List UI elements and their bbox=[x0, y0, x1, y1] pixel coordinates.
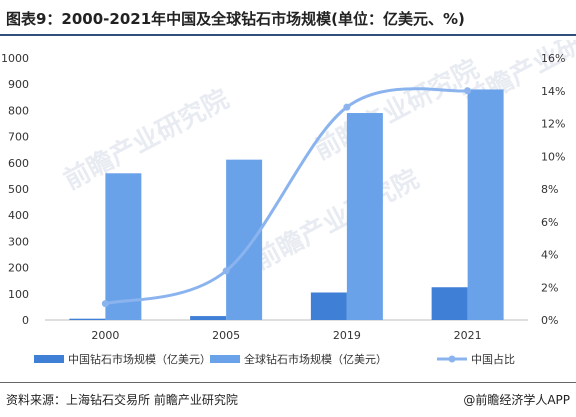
bar-global-market bbox=[346, 113, 383, 321]
y-tick-label: 400 bbox=[8, 209, 29, 222]
legend-swatch bbox=[34, 355, 64, 363]
china-share-point bbox=[343, 103, 351, 111]
y2-tick-label: 0% bbox=[541, 314, 558, 327]
y2-tick-label: 10% bbox=[541, 150, 565, 163]
bar-china-market bbox=[69, 318, 106, 320]
y2-tick-label: 8% bbox=[541, 183, 558, 196]
legend: 中国钻石市场规模（亿美元） 全球钻石市场规模（亿美元） 中国占比 bbox=[34, 352, 515, 366]
y-tick-label: 900 bbox=[8, 78, 29, 91]
bar-china-market bbox=[310, 292, 347, 320]
china-share-point bbox=[222, 267, 230, 275]
bar-global-market bbox=[467, 89, 504, 320]
china-share-point bbox=[464, 87, 472, 95]
watermark-text: 前瞻产业研究院 bbox=[59, 83, 234, 196]
x-tick-label: 2021 bbox=[454, 329, 482, 342]
y2-tick-label: 6% bbox=[541, 216, 558, 229]
watermark-text: 前瞻产业研究院 bbox=[309, 53, 484, 166]
y2-tick-label: 16% bbox=[541, 52, 565, 65]
bars bbox=[69, 89, 504, 321]
y-tick-label: 200 bbox=[8, 262, 29, 275]
line-series bbox=[101, 87, 472, 308]
china-share-point bbox=[101, 300, 109, 308]
watermark-text: 前瞻产业研究院 bbox=[249, 163, 424, 276]
x-tick-label: 2000 bbox=[91, 329, 119, 342]
y2-tick-label: 2% bbox=[541, 281, 558, 294]
legend-swatch bbox=[210, 355, 240, 363]
credit-text: @前瞻经济学人APP bbox=[463, 393, 570, 407]
source-note: 资料来源：上海钻石交易所 前瞻产业研究院 bbox=[6, 393, 238, 407]
legend-label: 全球钻石市场规模（亿美元） bbox=[244, 352, 387, 366]
y-tick-label: 500 bbox=[8, 183, 29, 196]
x-tick-label: 2019 bbox=[333, 329, 361, 342]
bar-global-market bbox=[105, 173, 142, 320]
legend-label: 中国钻石市场规模（亿美元） bbox=[68, 352, 211, 366]
y2-tick-label: 12% bbox=[541, 118, 565, 131]
y-tick-label: 600 bbox=[8, 157, 29, 170]
y2-tick-label: 4% bbox=[541, 249, 558, 262]
y-tick-label: 1000 bbox=[1, 52, 29, 65]
y2-tick-label: 14% bbox=[541, 85, 565, 98]
bar-china-market bbox=[190, 316, 227, 320]
axes: 0 100 200 300 400 500 600 700 800 900 1000 0% 2% 4% 6%… bbox=[1, 52, 565, 342]
y-tick-label: 100 bbox=[8, 288, 29, 301]
y-tick-label: 300 bbox=[8, 235, 29, 248]
footer-divider bbox=[0, 382, 576, 383]
china-share-line bbox=[104, 87, 468, 306]
credit: @前瞻经济学人APP bbox=[463, 391, 570, 408]
y-tick-label: 700 bbox=[8, 131, 29, 144]
footer: 资料来源：上海钻石交易所 前瞻产业研究院 @前瞻经济学人APP bbox=[0, 382, 576, 417]
title-divider bbox=[0, 34, 576, 36]
y-tick-label: 0 bbox=[22, 314, 29, 327]
x-tick-label: 2005 bbox=[212, 329, 240, 342]
legend-label: 中国占比 bbox=[471, 352, 515, 366]
y-tick-label: 800 bbox=[8, 104, 29, 117]
bar-global-market bbox=[226, 159, 263, 320]
bar-china-market bbox=[431, 287, 468, 320]
chart-title: 图表9：2000-2021年中国及全球钻石市场规模(单位：亿美元、%) bbox=[6, 10, 465, 28]
legend-line-marker bbox=[448, 355, 456, 363]
